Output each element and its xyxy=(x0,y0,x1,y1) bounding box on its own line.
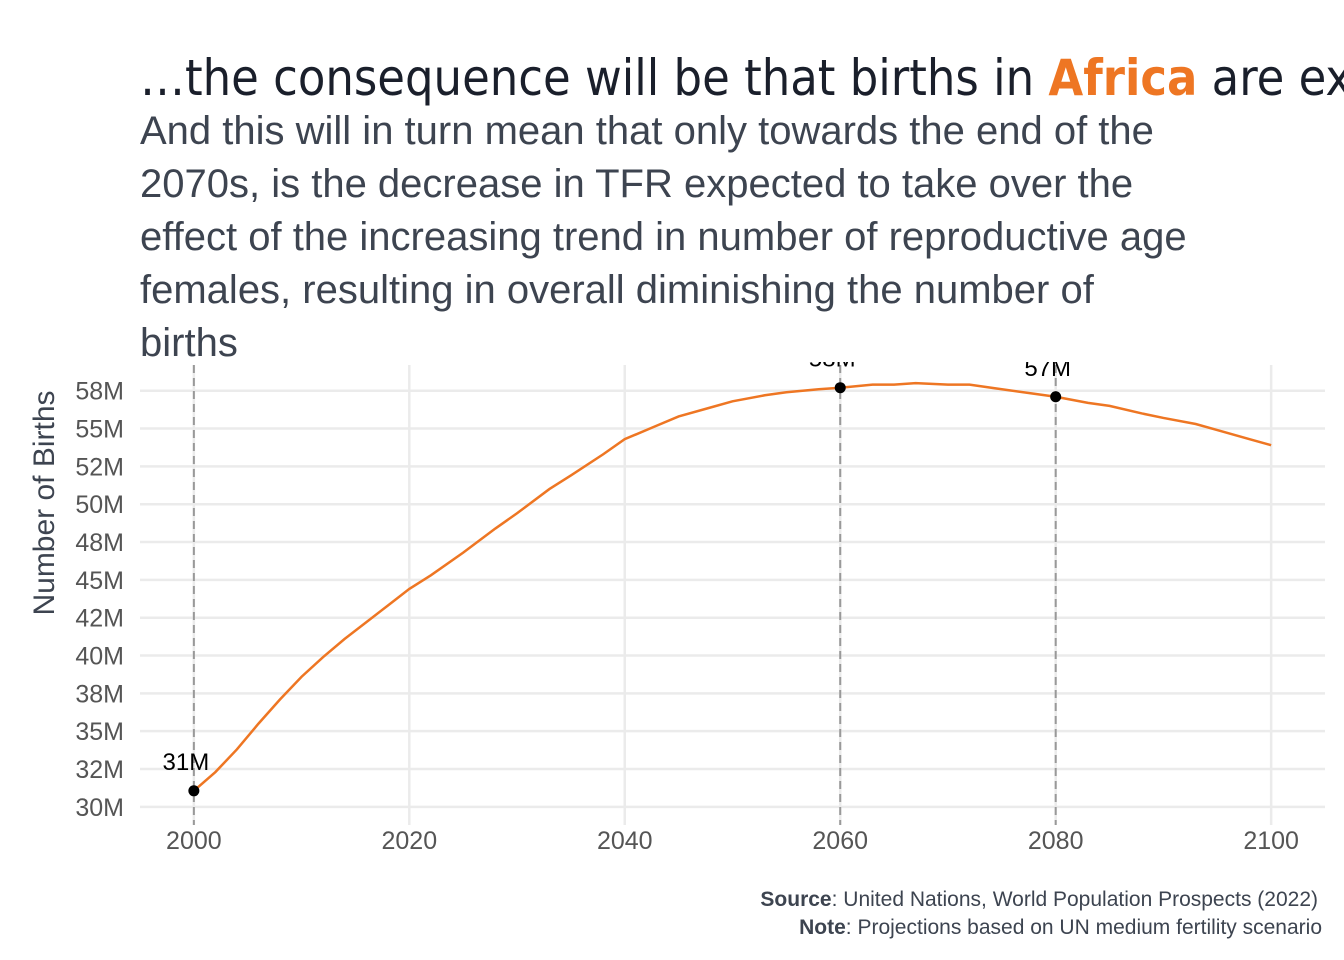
x-tick-label: 2020 xyxy=(382,827,438,855)
annotations: 31M 58M 57M xyxy=(163,346,1071,825)
x-tick-label: 2080 xyxy=(1028,827,1084,855)
source-label: Source xyxy=(760,888,831,911)
highlight-label: 31M xyxy=(163,749,210,776)
y-tick-label: 40M xyxy=(75,643,124,671)
y-tick-label: 48M xyxy=(75,529,124,557)
title-highlight: Africa xyxy=(1048,49,1197,107)
plot xyxy=(193,381,1272,792)
y-tick-label: 42M xyxy=(75,605,124,633)
title-part: are expected xyxy=(1197,49,1344,107)
highlight-point xyxy=(1050,391,1062,403)
line xyxy=(193,381,1272,792)
subtitle-line: 2070s, is the decrease in TFR expected t… xyxy=(140,162,1133,206)
y-tick-label: 32M xyxy=(75,756,124,784)
highlight-label: 58M xyxy=(809,346,856,373)
x-tick-label: 2040 xyxy=(597,827,653,855)
highlight-point xyxy=(834,382,846,394)
y-tick-label: 38M xyxy=(75,680,124,708)
subtitle: And this will in turn mean that only tow… xyxy=(140,109,1187,365)
subtitle-line: effect of the increasing trend in number… xyxy=(140,215,1187,259)
note-text: : Projections based on UN medium fertili… xyxy=(846,916,1322,939)
chart-title: …the consequence will be that births in … xyxy=(140,49,1344,107)
highlight-label: 57M xyxy=(1024,355,1071,382)
x-tick-label: 2060 xyxy=(812,827,868,855)
y-axis-title: Number of Births xyxy=(28,390,61,615)
x-tick-label: 2000 xyxy=(166,827,222,855)
x-tick-label: 2100 xyxy=(1243,827,1299,855)
y-tick-label: 30M xyxy=(75,794,124,822)
grid xyxy=(140,365,1325,825)
source-text: : United Nations, World Population Prosp… xyxy=(832,888,1318,911)
y-tick-label: 45M xyxy=(75,567,124,595)
y-tick-label: 52M xyxy=(75,453,124,481)
note: Note: Projections based on UN medium fer… xyxy=(799,916,1322,939)
subtitle-line: And this will in turn mean that only tow… xyxy=(140,109,1154,153)
subtitle-line: births xyxy=(140,321,238,365)
highlight-point xyxy=(188,785,200,797)
y-tick-label: 58M xyxy=(75,378,124,406)
source: Source: United Nations, World Population… xyxy=(760,888,1318,911)
y-tick-label: 50M xyxy=(75,491,124,519)
note-label: Note xyxy=(799,916,846,939)
y-tick-label: 35M xyxy=(75,718,124,746)
title-part: …the consequence will be that births in xyxy=(140,49,1048,107)
y-tick-label: 55M xyxy=(75,416,124,444)
subtitle-line: females, resulting in overall diminishin… xyxy=(140,268,1095,312)
